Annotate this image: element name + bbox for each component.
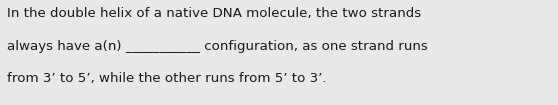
Text: always have a(n) ___________ configuration, as one strand runs: always have a(n) ___________ configurati… (7, 40, 428, 53)
Text: In the double helix of a native DNA molecule, the two strands: In the double helix of a native DNA mole… (7, 7, 421, 20)
Text: from 3’ to 5’, while the other runs from 5’ to 3’.: from 3’ to 5’, while the other runs from… (7, 72, 327, 85)
